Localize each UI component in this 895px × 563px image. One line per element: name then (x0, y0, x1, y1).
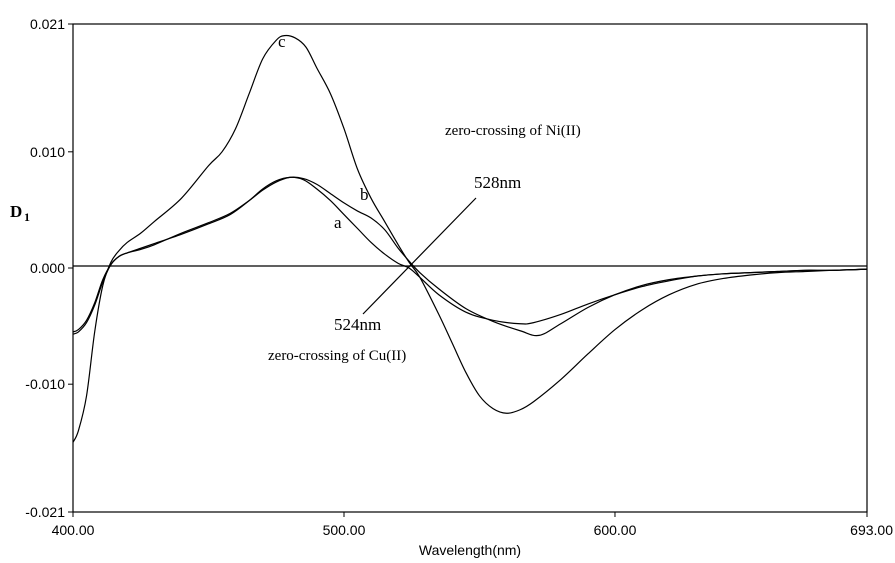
curves (72, 34, 868, 443)
y-axis-label-subscript: 1 (24, 210, 30, 224)
x-axis-label: Wavelength(nm) (419, 542, 521, 558)
annotation-528nm: 528nm (474, 173, 521, 192)
series-line-b (72, 176, 868, 337)
y-tick-label: 0.010 (30, 144, 65, 160)
y-axis-label: D (10, 202, 22, 221)
annotation-cu-zero-crossing: zero-crossing of Cu(II) (268, 348, 406, 364)
annotation-524nm: 524nm (334, 315, 381, 334)
plot-frame (72, 23, 868, 513)
x-tick-label: 600.00 (594, 522, 637, 538)
x-axis-ticks: 400.00 500.00 600.00 693.00 (52, 512, 893, 538)
y-tick-label: -0.010 (25, 376, 65, 392)
y-tick-label: 0.021 (30, 16, 65, 32)
curve-label-a: a (334, 213, 342, 232)
curve-label-c: c (278, 32, 286, 51)
x-tick-label: 693.00 (850, 522, 893, 538)
y-tick-label: -0.021 (25, 504, 65, 520)
x-tick-label: 400.00 (52, 522, 95, 538)
y-tick-label: 0.000 (30, 260, 65, 276)
crossing-pointer-line (362, 197, 477, 315)
annotation-ni-zero-crossing: zero-crossing of Ni(II) (445, 123, 581, 139)
series-line-c (72, 34, 868, 443)
y-axis-ticks: 0.021 0.010 0.000 -0.010 -0.021 (25, 16, 73, 520)
curve-label-b: b (360, 185, 369, 204)
x-tick-label: 500.00 (323, 522, 366, 538)
series-line-a (72, 176, 868, 333)
